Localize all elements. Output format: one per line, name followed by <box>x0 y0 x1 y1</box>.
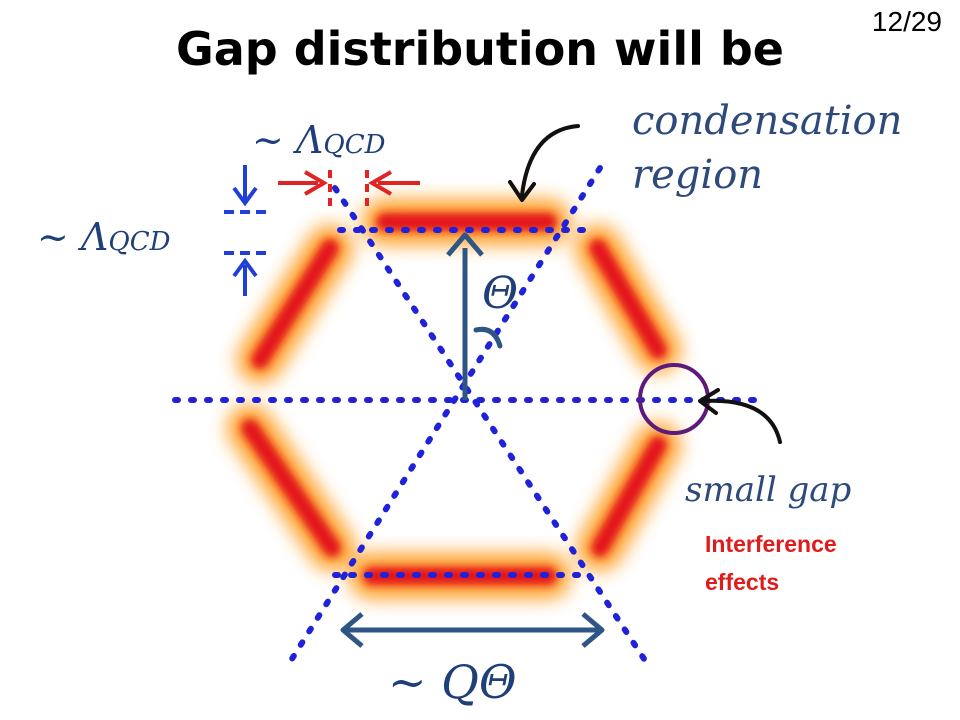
interference-label-line2: effects <box>705 569 780 595</box>
dotted-lines <box>172 165 758 671</box>
condensation-pointer-arrow <box>508 124 580 202</box>
lambda-qcd-width-label: ~ ΛQCD <box>252 118 385 162</box>
lambda-prefix: ~ Λ <box>37 215 109 259</box>
condensation-label-line1: condensation <box>632 98 903 144</box>
small-gap-pointer-arrow <box>698 388 782 444</box>
dotted-diagonal-down <box>332 185 653 671</box>
lambda-subscript: QCD <box>108 227 171 257</box>
slide-title: Gap distribution will be <box>176 22 784 76</box>
page-number: 12/29 <box>871 6 942 37</box>
height-markers <box>224 165 268 296</box>
condensation-label-line2: region <box>632 152 764 198</box>
lambda-subscript: QCD <box>323 130 386 160</box>
radius-arrow <box>446 232 484 400</box>
dotted-diagonal-up <box>287 165 603 665</box>
theta-label: Θ <box>482 268 519 319</box>
lambda-prefix: ~ Λ <box>252 118 324 162</box>
q-theta-double-arrow <box>340 612 605 648</box>
small-gap-label: small gap <box>685 470 852 510</box>
width-markers <box>278 170 420 212</box>
band-core <box>241 213 667 585</box>
interference-label-line1: Interference <box>705 531 837 557</box>
theta-angle-arc <box>473 326 503 349</box>
lambda-qcd-height-label: ~ ΛQCD <box>37 215 170 259</box>
q-theta-label: ~ QΘ <box>388 655 517 709</box>
